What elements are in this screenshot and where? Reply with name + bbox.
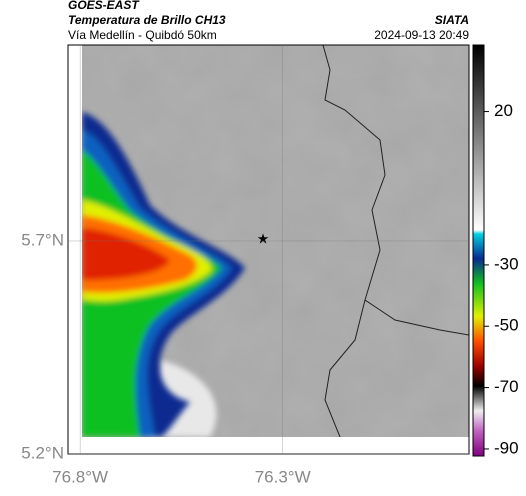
colorbar-tick-label: -30	[494, 254, 519, 273]
colorbar-tick-label: 20	[494, 101, 513, 120]
colorbar-tick-label: -50	[494, 316, 519, 335]
y-tick-label: 5.7°N	[21, 230, 64, 249]
title: GOES-EAST	[68, 0, 140, 12]
x-tick-label: 76.8°W	[52, 467, 108, 486]
x-tick-label: 76.3°W	[255, 467, 311, 486]
source: SIATA	[435, 13, 469, 27]
colorbar-tick-label: -90	[494, 438, 519, 457]
marker: ★	[257, 231, 270, 247]
subtitle: Temperatura de Brillo CH13	[68, 13, 226, 27]
timestamp: 2024-09-13 20:49	[374, 28, 469, 42]
y-tick-label: 5.2°N	[21, 443, 64, 462]
region: Vía Medellín - Quibdó 50km	[68, 28, 217, 42]
colorbar	[472, 44, 485, 457]
colorbar-tick-label: -70	[494, 377, 519, 396]
